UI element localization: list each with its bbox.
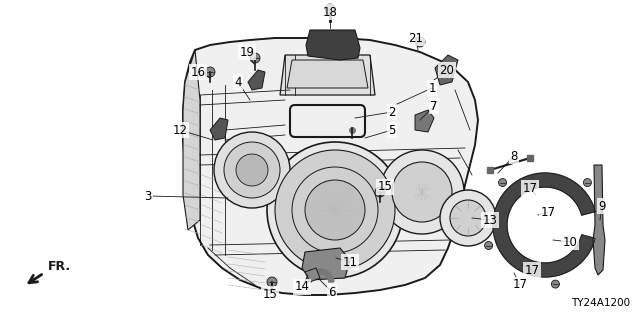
- Circle shape: [267, 277, 277, 287]
- Circle shape: [250, 53, 260, 63]
- Circle shape: [267, 142, 403, 278]
- Text: 9: 9: [598, 199, 605, 212]
- Circle shape: [380, 150, 464, 234]
- Text: 17: 17: [525, 263, 540, 276]
- Circle shape: [450, 200, 486, 236]
- Text: 5: 5: [388, 124, 396, 137]
- Circle shape: [236, 154, 268, 186]
- Text: 1: 1: [428, 82, 436, 94]
- Circle shape: [584, 179, 591, 187]
- Text: 15: 15: [262, 287, 277, 300]
- Text: FR.: FR.: [48, 260, 71, 273]
- Text: 4: 4: [234, 76, 242, 89]
- Text: 14: 14: [294, 281, 310, 293]
- Text: 2: 2: [388, 106, 396, 118]
- Circle shape: [205, 67, 215, 77]
- Circle shape: [375, 187, 385, 197]
- Circle shape: [224, 142, 280, 198]
- Circle shape: [415, 37, 425, 47]
- Text: 17: 17: [541, 205, 556, 219]
- Polygon shape: [305, 268, 320, 282]
- Polygon shape: [287, 60, 368, 88]
- Polygon shape: [280, 55, 375, 95]
- Circle shape: [214, 132, 290, 208]
- Text: 10: 10: [563, 236, 577, 249]
- Polygon shape: [210, 118, 228, 140]
- Circle shape: [484, 242, 493, 250]
- Polygon shape: [493, 173, 595, 277]
- Text: 18: 18: [323, 5, 337, 19]
- Circle shape: [325, 4, 335, 14]
- Text: 15: 15: [378, 180, 392, 194]
- Polygon shape: [306, 30, 360, 60]
- Circle shape: [275, 150, 395, 270]
- Text: 20: 20: [440, 63, 454, 76]
- Text: 12: 12: [173, 124, 188, 137]
- Circle shape: [552, 280, 559, 288]
- Text: 11: 11: [342, 255, 358, 268]
- Text: 16: 16: [191, 66, 205, 78]
- Circle shape: [440, 190, 496, 246]
- Text: 7: 7: [430, 100, 438, 113]
- Polygon shape: [248, 70, 265, 90]
- Polygon shape: [302, 248, 350, 280]
- Polygon shape: [415, 110, 434, 132]
- Polygon shape: [183, 38, 478, 295]
- Text: 6: 6: [328, 285, 336, 299]
- Text: 17: 17: [513, 278, 527, 292]
- Text: 8: 8: [510, 149, 518, 163]
- Text: 17: 17: [522, 181, 538, 195]
- Polygon shape: [593, 165, 605, 275]
- Text: 19: 19: [239, 45, 255, 59]
- Text: 3: 3: [144, 189, 152, 203]
- Circle shape: [499, 179, 507, 187]
- Polygon shape: [435, 55, 458, 85]
- Polygon shape: [306, 269, 334, 282]
- Text: TY24A1200: TY24A1200: [571, 298, 630, 308]
- Circle shape: [392, 162, 452, 222]
- Text: 13: 13: [483, 213, 497, 227]
- Polygon shape: [183, 50, 200, 230]
- Circle shape: [305, 180, 365, 240]
- Text: 21: 21: [408, 31, 424, 44]
